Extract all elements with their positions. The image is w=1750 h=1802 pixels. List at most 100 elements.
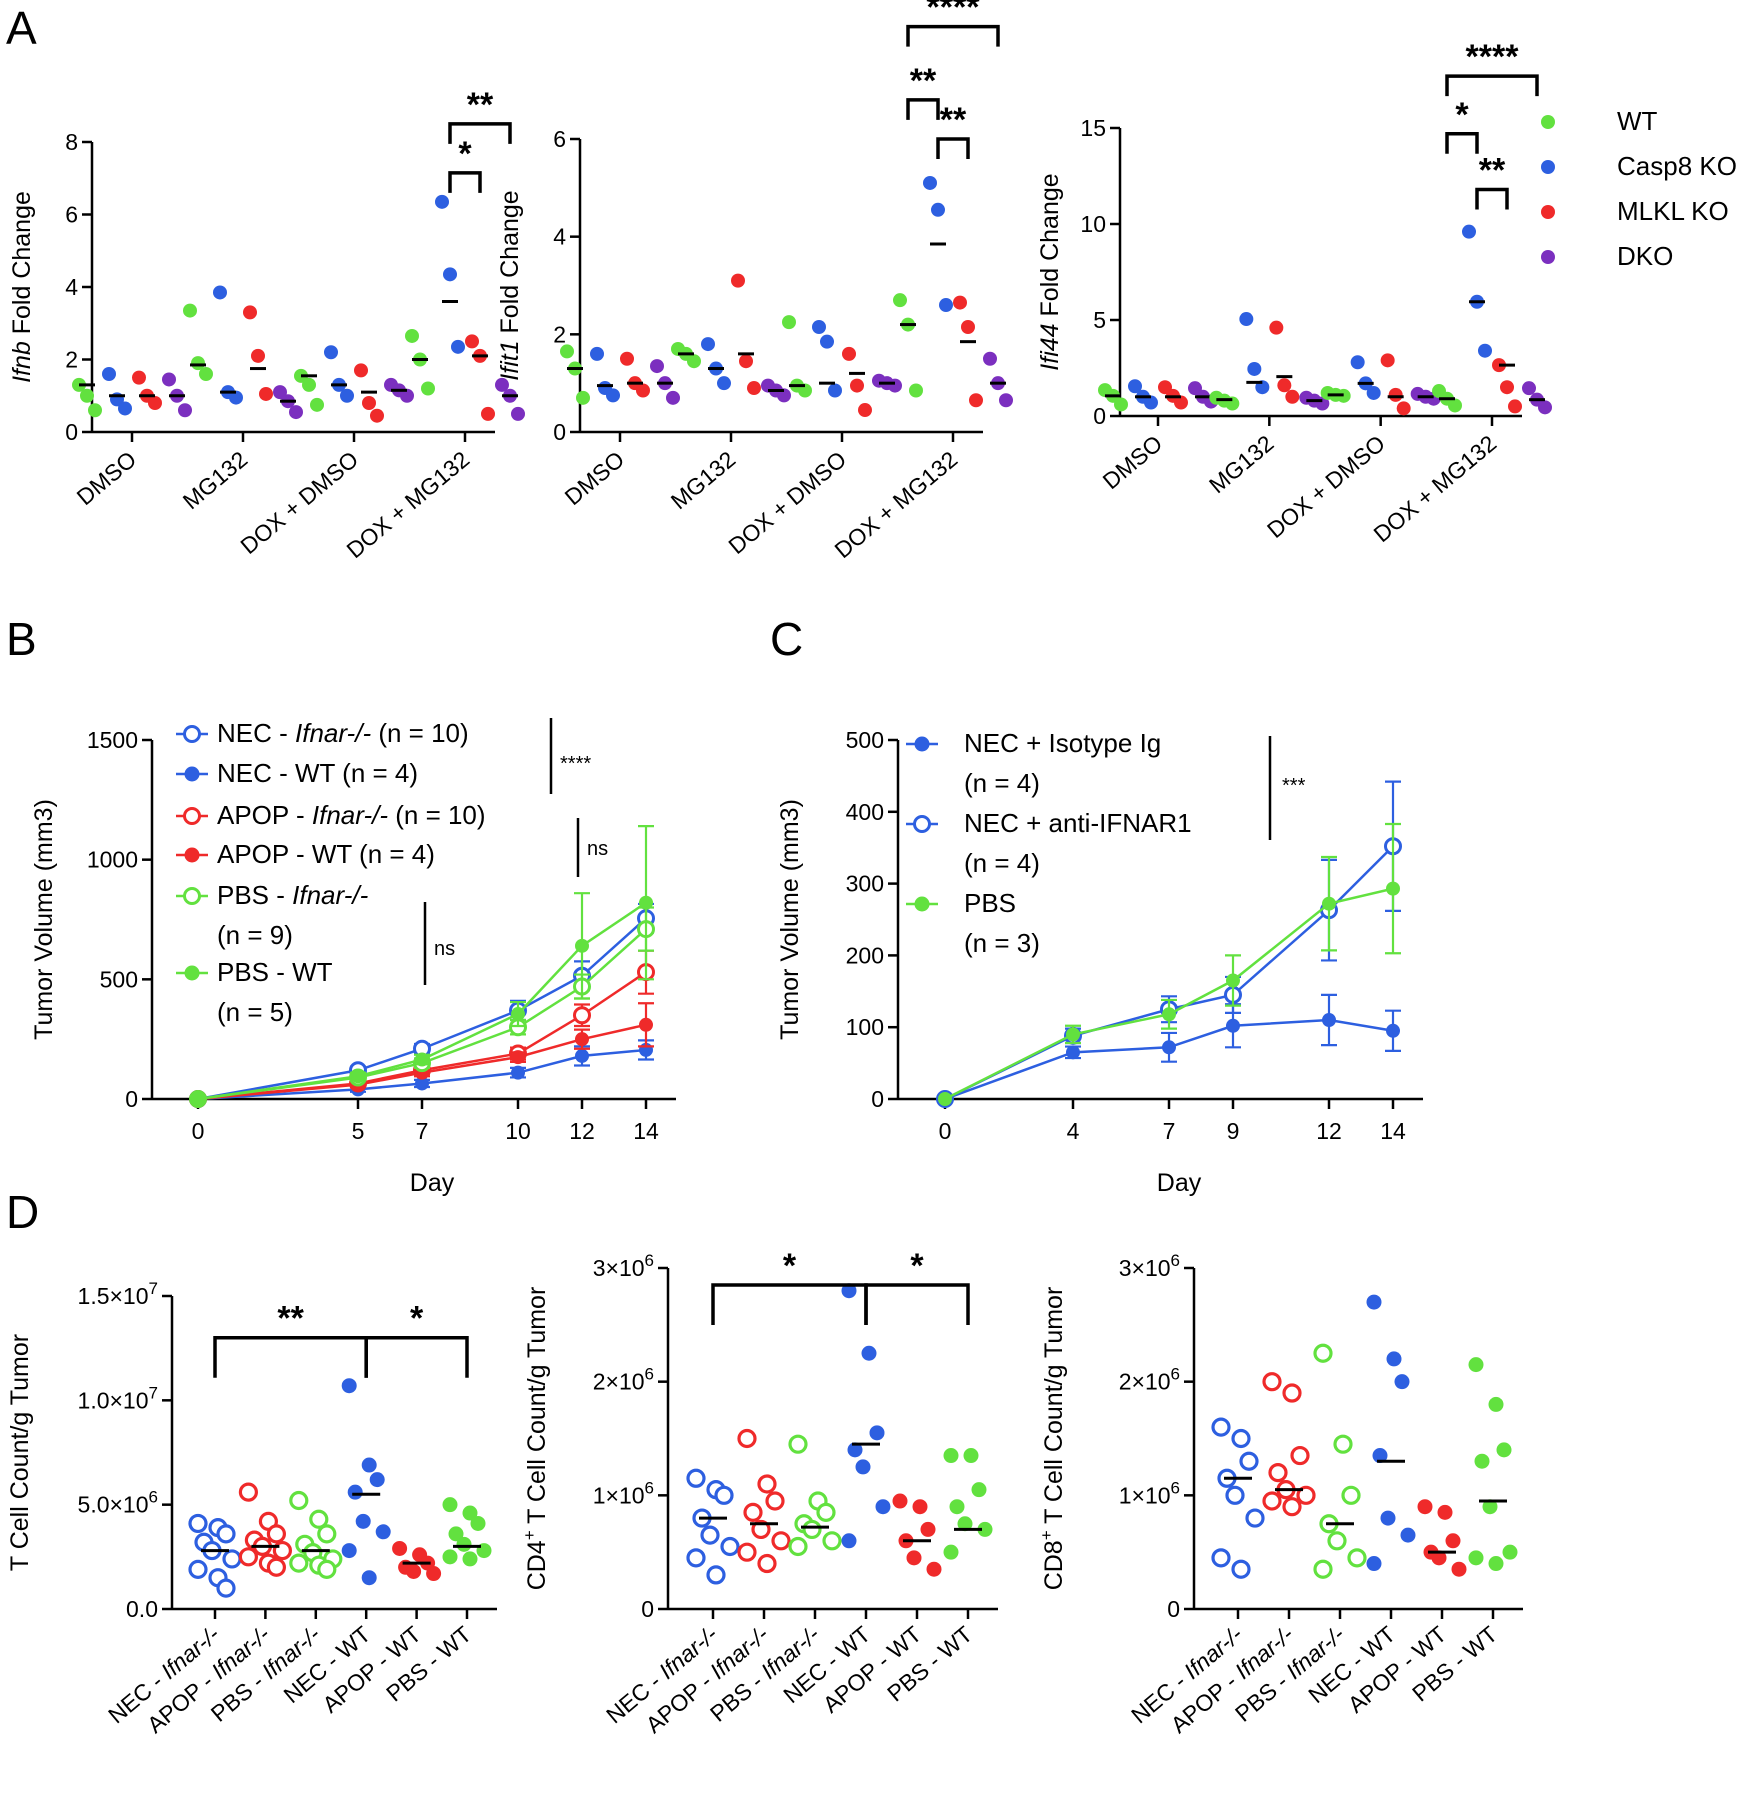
significance-label: ** bbox=[910, 62, 937, 100]
y-tick-text: 0 bbox=[641, 1596, 654, 1622]
data-point bbox=[1502, 1544, 1518, 1560]
y-tick-text: 400 bbox=[846, 799, 884, 825]
significance-label: * bbox=[783, 1247, 797, 1285]
data-point bbox=[361, 1570, 377, 1586]
y-tick-label: 4 bbox=[65, 274, 78, 300]
data-point bbox=[1366, 1556, 1382, 1572]
y-tick-label: 200 bbox=[846, 942, 884, 968]
legend-label: NEC - WT (n = 4) bbox=[217, 758, 418, 788]
significance-bracket bbox=[1445, 74, 1539, 97]
data-point-mlkl-ko bbox=[747, 381, 761, 396]
data-point-mlkl-ko bbox=[1508, 399, 1522, 414]
open-data-point bbox=[1225, 1485, 1245, 1505]
significance-label: **** bbox=[927, 0, 981, 27]
x-tick-label: 0 bbox=[939, 1118, 952, 1144]
open-data-point bbox=[1341, 1485, 1361, 1505]
data-point bbox=[575, 938, 589, 953]
data-point-casp8-ko bbox=[102, 367, 116, 381]
data-point-mlkl-ko bbox=[481, 406, 495, 421]
open-data-point bbox=[1313, 1343, 1333, 1363]
y-tick-label: 8 bbox=[65, 129, 78, 155]
data-point-dko bbox=[888, 378, 902, 393]
data-point-dko bbox=[273, 385, 287, 400]
data-point-mlkl-ko bbox=[620, 351, 634, 366]
x-category-label: DMSO bbox=[560, 446, 630, 510]
legend-label-n: (n = 9) bbox=[217, 920, 293, 950]
open-data-point bbox=[1262, 1372, 1282, 1392]
y-tick-text: 6 bbox=[553, 126, 566, 152]
y-tick-text: 15 bbox=[1080, 115, 1106, 141]
data-point bbox=[511, 1050, 525, 1065]
y-tick-text: 1×10 bbox=[593, 1482, 645, 1508]
legend-label: Casp8 KO bbox=[1617, 151, 1737, 181]
open-data-point bbox=[317, 1559, 337, 1579]
data-point-mlkl-ko bbox=[362, 396, 376, 410]
y-axis-title: Ifnb Fold Change bbox=[8, 191, 36, 383]
open-data-point bbox=[289, 1553, 309, 1573]
data-point bbox=[369, 1472, 385, 1488]
open-data-point bbox=[1211, 1548, 1231, 1568]
x-category-label: DOX + MG132 bbox=[1368, 430, 1501, 547]
legend-marker bbox=[183, 725, 201, 743]
data-point-wt bbox=[310, 397, 324, 412]
y-tick-label: 1.5×107 bbox=[78, 1279, 158, 1309]
legend-label: WT bbox=[1617, 106, 1658, 136]
legend-label: PBS - Ifnar-/- bbox=[217, 880, 369, 910]
data-point-mlkl-ko bbox=[731, 273, 745, 288]
legend-label: PBS - WT bbox=[217, 957, 333, 987]
y-tick-label: 15 bbox=[1080, 115, 1106, 141]
data-point bbox=[1386, 881, 1400, 896]
data-point bbox=[361, 1457, 377, 1473]
data-point-mlkl-ko bbox=[354, 363, 368, 378]
legend-marker bbox=[1541, 205, 1555, 219]
open-data-point bbox=[1282, 1497, 1302, 1517]
data-point-casp8-ko bbox=[812, 320, 826, 335]
data-point bbox=[1322, 896, 1336, 911]
y-tick-text: 0 bbox=[871, 1086, 884, 1112]
y-axis-title: Ifit1 Fold Change bbox=[496, 190, 524, 380]
data-point-casp8-ko bbox=[606, 388, 620, 403]
panel-label-a: A bbox=[6, 2, 37, 54]
data-point bbox=[912, 1499, 928, 1515]
open-data-point bbox=[757, 1553, 777, 1574]
legend-marker bbox=[184, 766, 200, 782]
y-tick-text: 6 bbox=[65, 202, 78, 228]
legend-marker bbox=[914, 736, 930, 752]
significance-bracket bbox=[864, 1283, 970, 1326]
x-category-label: MG132 bbox=[178, 446, 253, 514]
legend-label-text: PBS - bbox=[217, 880, 292, 910]
y-tick-text: 2×10 bbox=[593, 1369, 645, 1395]
y-tick-label: 2 bbox=[553, 321, 566, 347]
data-point-dko bbox=[666, 390, 680, 405]
data-point bbox=[1322, 1013, 1336, 1028]
y-tick-text: 2 bbox=[65, 347, 78, 373]
x-category-label: DOX + MG132 bbox=[341, 446, 474, 563]
legend-label: PBS bbox=[964, 888, 1016, 918]
y-tick-label: 0 bbox=[1167, 1596, 1180, 1622]
data-point-wt bbox=[421, 381, 435, 396]
data-point bbox=[938, 1092, 952, 1106]
y-tick-label: 500 bbox=[846, 727, 884, 753]
data-point-wt bbox=[576, 390, 590, 405]
significance-label: * bbox=[910, 1247, 924, 1285]
y-tick-text: 100 bbox=[846, 1014, 884, 1040]
y-axis-title-sup: + bbox=[1037, 1530, 1056, 1540]
open-data-point bbox=[1245, 1508, 1265, 1528]
data-point-casp8-ko bbox=[229, 390, 243, 405]
y-tick-text: 4 bbox=[65, 274, 78, 300]
x-tick-label: 12 bbox=[569, 1118, 595, 1144]
data-point-mlkl-ko bbox=[858, 403, 872, 418]
y-tick-text: 8 bbox=[65, 129, 78, 155]
significance-label: ns bbox=[434, 938, 455, 960]
data-point bbox=[861, 1345, 877, 1361]
data-point bbox=[1162, 1040, 1176, 1055]
open-data-point bbox=[266, 1557, 286, 1577]
y-tick-label: 2 bbox=[65, 347, 78, 373]
y-axis-title-rest: T Cell Count/g Tumor bbox=[1040, 1287, 1068, 1531]
legend-label-n: (n = 5) bbox=[217, 997, 293, 1027]
y-tick-text: 3×10 bbox=[593, 1255, 645, 1281]
data-point bbox=[341, 1378, 357, 1394]
